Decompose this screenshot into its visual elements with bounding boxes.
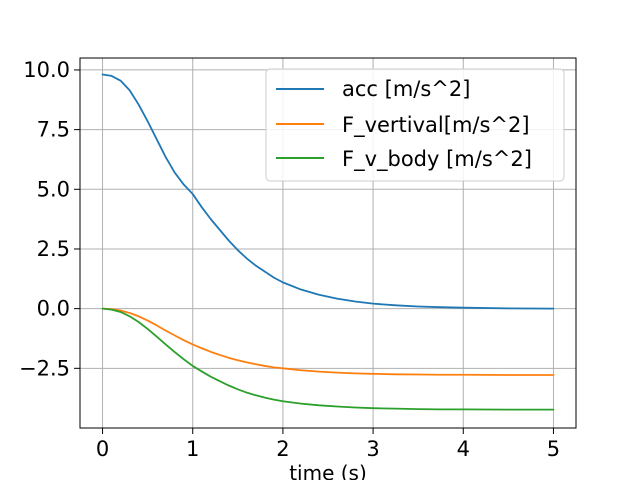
series-group: [101, 73, 555, 411]
legend-item-f-vertival: F_vertival[m/s^2]: [276, 113, 530, 138]
x-tick-label: 5: [547, 437, 560, 461]
legend-label-acc: acc [m/s^2]: [342, 77, 470, 101]
f-vertival-series-line: [101, 307, 555, 376]
acc-series-line: [101, 73, 555, 310]
y-tick-label: 0.0: [37, 297, 70, 321]
legend-item-f-v-body: F_v_body [m/s^2]: [276, 147, 532, 172]
x-tick-label: 4: [457, 437, 470, 461]
legend-label-f-vertival: F_vertival[m/s^2]: [342, 113, 530, 138]
y-tick-label: 2.5: [37, 237, 70, 261]
x-axis-label: time (s): [289, 461, 367, 480]
legend-label-f-v-body: F_v_body [m/s^2]: [342, 147, 532, 172]
f-v-body-series-line: [101, 307, 555, 411]
y-tick-label: 7.5: [37, 118, 70, 142]
legend-item-acc: acc [m/s^2]: [276, 77, 470, 101]
x-tick-label: 0: [96, 437, 109, 461]
axes-frame: [79, 57, 577, 429]
y-tick-label: 5.0: [37, 177, 70, 201]
legend: acc [m/s^2] F_vertival[m/s^2] F_v_body […: [265, 68, 565, 182]
ticks: 0 1 2 3 4 5 10.0 7.5 5.0 2.5 0.0 −2.5: [19, 58, 560, 461]
x-tick-label: 3: [366, 437, 379, 461]
legend-frame: [265, 68, 565, 182]
x-tick-label: 1: [186, 437, 199, 461]
y-tick-label: 10.0: [23, 58, 70, 82]
x-tick-label: 2: [276, 437, 289, 461]
y-tick-label: −2.5: [19, 356, 70, 380]
